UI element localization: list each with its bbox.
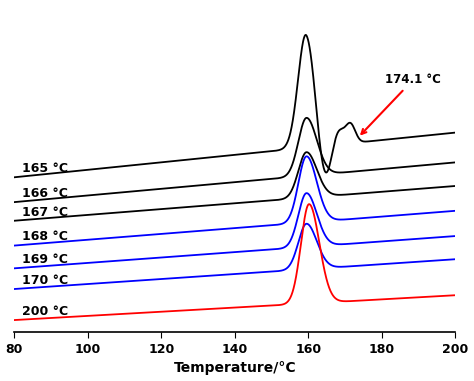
Text: 167 °C: 167 °C [22, 205, 68, 219]
Text: 165 °C: 165 °C [22, 162, 68, 175]
X-axis label: Temperature/°C: Temperature/°C [173, 362, 296, 375]
Text: 169 °C: 169 °C [22, 253, 67, 266]
Text: 166 °C: 166 °C [22, 187, 67, 200]
Text: 170 °C: 170 °C [22, 274, 68, 287]
Text: 174.1 °C: 174.1 °C [362, 73, 441, 134]
Text: 168 °C: 168 °C [22, 231, 67, 243]
Text: 200 °C: 200 °C [22, 305, 68, 318]
